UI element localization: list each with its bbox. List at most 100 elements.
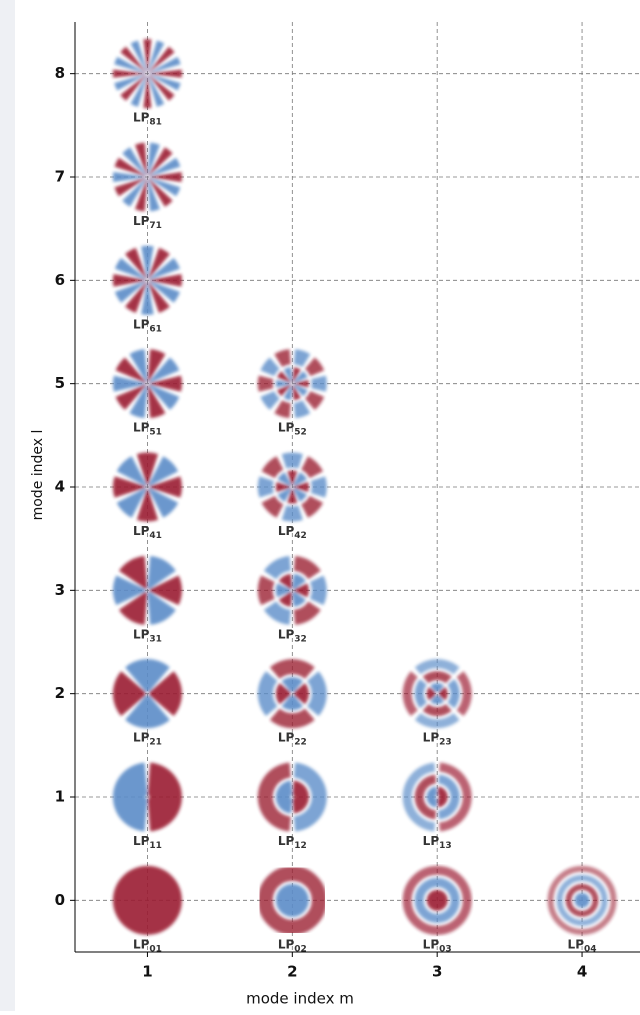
mode-lobe xyxy=(301,496,323,518)
mode-label-main: LP xyxy=(133,524,150,538)
mode-lobe xyxy=(305,357,324,376)
mode-lobe xyxy=(427,890,448,911)
mode-label-sub: 01 xyxy=(149,944,162,954)
mode-label-main: LP xyxy=(423,937,440,951)
mode-lobe xyxy=(282,506,303,522)
mode-lobe xyxy=(307,671,327,716)
mode-label: LP51 xyxy=(133,420,162,437)
mode-label-main: LP xyxy=(133,627,150,641)
mode-pattern xyxy=(551,869,614,932)
mode-lobe xyxy=(260,357,279,376)
y-tick-label: 4 xyxy=(55,478,65,496)
mode-label-sub: 02 xyxy=(294,944,307,954)
mode-label-main: LP xyxy=(423,834,440,848)
mode-pattern xyxy=(113,866,182,935)
mode-label: LP52 xyxy=(278,420,307,437)
mode-label-sub: 11 xyxy=(149,841,162,851)
mode-lobe xyxy=(301,456,323,478)
mode-lobe xyxy=(274,400,290,418)
mode-label-sub: 12 xyxy=(294,841,307,851)
y-tick-label: 8 xyxy=(55,64,65,82)
chart: mode index m mode index l 1234012345678L… xyxy=(0,0,640,1011)
mode-lobe xyxy=(276,884,309,917)
mode-label-main: LP xyxy=(133,937,150,951)
mode-label-main: LP xyxy=(278,627,295,641)
mode-label-main: LP xyxy=(423,730,440,744)
mode-lobe xyxy=(262,456,284,478)
mode-lobe xyxy=(113,866,182,935)
mode-label-sub: 31 xyxy=(149,634,162,644)
mode-label: LP01 xyxy=(133,937,162,954)
x-tick-label: 4 xyxy=(577,963,587,981)
x-tick-label: 1 xyxy=(142,963,152,981)
mode-pattern xyxy=(407,870,467,930)
y-axis-label: mode index l xyxy=(30,430,46,521)
y-tick-label: 0 xyxy=(55,891,65,909)
mode-label-main: LP xyxy=(133,730,150,744)
mode-label: LP42 xyxy=(278,524,307,541)
mode-label-sub: 61 xyxy=(149,324,162,334)
mode-label-main: LP xyxy=(278,730,295,744)
mode-label-main: LP xyxy=(278,834,295,848)
mode-label-sub: 71 xyxy=(149,221,162,231)
mode-lobe xyxy=(437,787,447,808)
mode-label-main: LP xyxy=(278,937,295,951)
mode-label: LP11 xyxy=(133,834,162,851)
mode-label-sub: 04 xyxy=(584,944,597,954)
mode-label: LP81 xyxy=(133,110,162,127)
y-tick-label: 3 xyxy=(55,581,65,599)
mode-label-main: LP xyxy=(133,420,150,434)
mode-lobe xyxy=(258,476,274,497)
mode-lobe xyxy=(423,704,452,716)
mode-lobe xyxy=(260,391,279,410)
mode-label: LP41 xyxy=(133,524,162,541)
mode-label-main: LP xyxy=(133,214,150,228)
mode-label-sub: 13 xyxy=(439,841,452,851)
mode-lobe xyxy=(274,349,290,367)
mode-label-sub: 42 xyxy=(294,531,307,541)
side-strip xyxy=(0,0,15,1011)
mode-label-main: LP xyxy=(278,524,295,538)
mode-lobe xyxy=(305,391,324,410)
mode-label-sub: 81 xyxy=(149,117,162,127)
y-tick-label: 1 xyxy=(55,788,65,806)
mode-lobe xyxy=(292,781,308,814)
mode-label: LP02 xyxy=(278,937,307,954)
mode-label-sub: 21 xyxy=(149,737,162,747)
mode-label-sub: 03 xyxy=(439,944,452,954)
y-tick-label: 7 xyxy=(55,168,65,186)
mode-label-sub: 52 xyxy=(294,427,307,437)
x-axis-label: mode index m xyxy=(246,990,354,1008)
y-tick-label: 6 xyxy=(55,271,65,289)
x-tick-label: 3 xyxy=(432,963,442,981)
mode-label-sub: 23 xyxy=(439,737,452,747)
mode-lobe xyxy=(294,400,310,418)
mode-lobe xyxy=(294,349,310,367)
mode-lobe xyxy=(282,452,303,468)
mode-label-sub: 32 xyxy=(294,634,307,644)
mode-label-sub: 41 xyxy=(149,531,162,541)
y-tick-label: 2 xyxy=(55,684,65,702)
mode-lobe xyxy=(276,781,292,814)
mode-lobe xyxy=(575,893,590,908)
mode-label: LP13 xyxy=(423,834,452,851)
mode-label-sub: 22 xyxy=(294,737,307,747)
mode-lobe xyxy=(262,496,284,518)
x-tick-label: 2 xyxy=(287,963,297,981)
mode-label: LP03 xyxy=(423,937,452,954)
mode-lobe xyxy=(311,376,327,392)
mode-label-main: LP xyxy=(278,420,295,434)
mode-lobe xyxy=(148,763,182,832)
mode-label: LP04 xyxy=(568,937,597,954)
mode-lobe xyxy=(310,576,327,606)
mode-label-sub: 51 xyxy=(149,427,162,437)
mode-label-main: LP xyxy=(568,937,585,951)
mode-lobe xyxy=(113,763,147,832)
mode-lobe xyxy=(258,576,275,606)
mode-label-main: LP xyxy=(133,110,150,124)
y-tick-label: 5 xyxy=(55,374,65,392)
mode-label-main: LP xyxy=(133,834,150,848)
mode-lobe xyxy=(311,476,327,497)
mode-lobe xyxy=(258,376,274,392)
mode-label: LP12 xyxy=(278,834,307,851)
